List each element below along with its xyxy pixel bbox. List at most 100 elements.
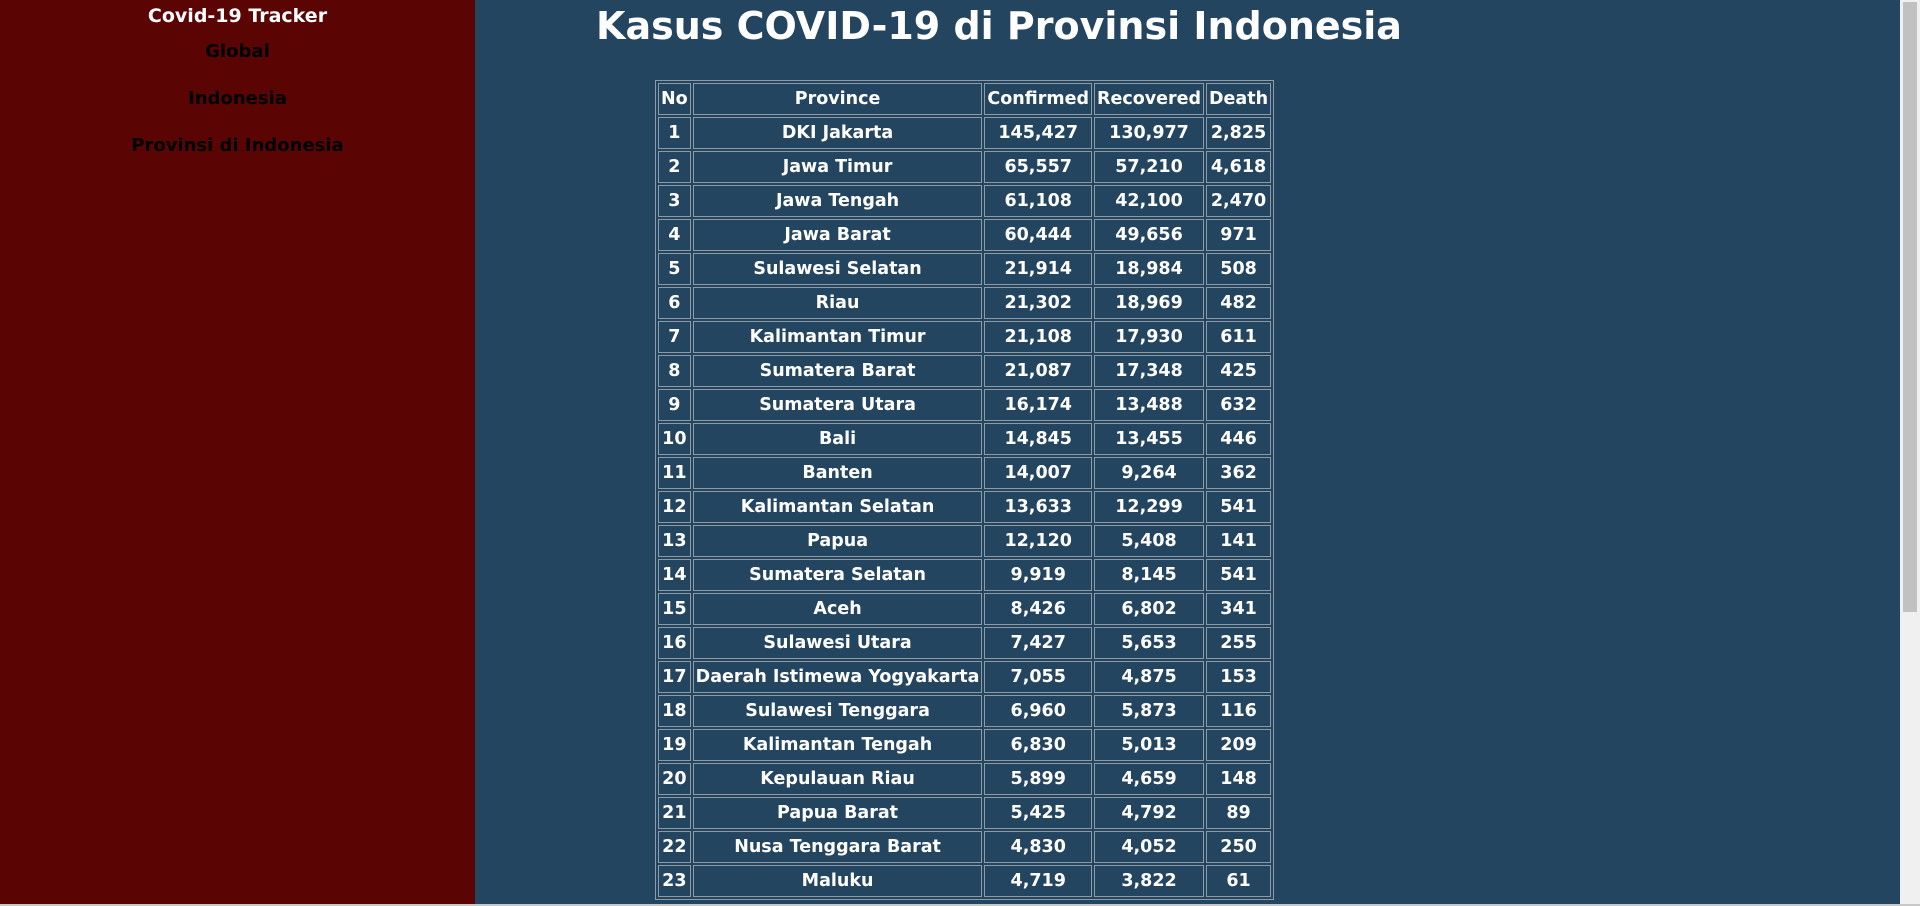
cell-no: 19 bbox=[658, 729, 691, 761]
cell-province: Jawa Timur bbox=[692, 151, 983, 183]
cell-recovered: 18,969 bbox=[1093, 287, 1205, 319]
cell-province: Sulawesi Selatan bbox=[692, 253, 983, 285]
cell-no: 7 bbox=[658, 321, 691, 353]
table-row: 7 Kalimantan Timur 21,108 17,930 611 bbox=[658, 321, 1272, 353]
cell-death: 508 bbox=[1206, 253, 1272, 285]
header-recovered: Recovered bbox=[1093, 83, 1205, 115]
cell-province: Jawa Barat bbox=[692, 219, 983, 251]
cell-recovered: 13,455 bbox=[1093, 423, 1205, 455]
header-death: Death bbox=[1206, 83, 1272, 115]
cell-recovered: 42,100 bbox=[1093, 185, 1205, 217]
cell-province: Sumatera Barat bbox=[692, 355, 983, 387]
cell-no: 15 bbox=[658, 593, 691, 625]
cell-no: 13 bbox=[658, 525, 691, 557]
cell-province: Kalimantan Tengah bbox=[692, 729, 983, 761]
cell-province: Kalimantan Selatan bbox=[692, 491, 983, 523]
table-row: 16 Sulawesi Utara 7,427 5,653 255 bbox=[658, 627, 1272, 659]
cell-recovered: 18,984 bbox=[1093, 253, 1205, 285]
table-row: 6 Riau 21,302 18,969 482 bbox=[658, 287, 1272, 319]
cell-province: Kalimantan Timur bbox=[692, 321, 983, 353]
cell-no: 3 bbox=[658, 185, 691, 217]
cell-recovered: 17,348 bbox=[1093, 355, 1205, 387]
cell-confirmed: 60,444 bbox=[984, 219, 1092, 251]
table-body: 1 DKI Jakarta 145,427 130,977 2,825 2 Jawa Tim… bbox=[658, 117, 1272, 897]
cell-confirmed: 61,108 bbox=[984, 185, 1092, 217]
cell-recovered: 5,653 bbox=[1093, 627, 1205, 659]
cell-no: 21 bbox=[658, 797, 691, 829]
cell-no: 23 bbox=[658, 865, 691, 897]
cell-recovered: 13,488 bbox=[1093, 389, 1205, 421]
table-row: 3 Jawa Tengah 61,108 42,100 2,470 bbox=[658, 185, 1272, 217]
cell-confirmed: 14,845 bbox=[984, 423, 1092, 455]
cell-no: 22 bbox=[658, 831, 691, 863]
cell-province: Daerah Istimewa Yogyakarta bbox=[692, 661, 983, 693]
cell-province: Nusa Tenggara Barat bbox=[692, 831, 983, 863]
table-row: 1 DKI Jakarta 145,427 130,977 2,825 bbox=[658, 117, 1272, 149]
cell-no: 4 bbox=[658, 219, 691, 251]
nav-link-global[interactable]: Global bbox=[205, 41, 270, 62]
cell-recovered: 57,210 bbox=[1093, 151, 1205, 183]
page-title: Kasus COVID-19 di Provinsi Indonesia bbox=[596, 4, 1402, 48]
table-row: 4 Jawa Barat 60,444 49,656 971 bbox=[658, 219, 1272, 251]
table-row: 10 Bali 14,845 13,455 446 bbox=[658, 423, 1272, 455]
cell-province: Banten bbox=[692, 457, 983, 489]
cell-no: 5 bbox=[658, 253, 691, 285]
cell-no: 14 bbox=[658, 559, 691, 591]
cell-confirmed: 9,919 bbox=[984, 559, 1092, 591]
cell-death: 209 bbox=[1206, 729, 1272, 761]
cell-no: 16 bbox=[658, 627, 691, 659]
table-row: 22 Nusa Tenggara Barat 4,830 4,052 250 bbox=[658, 831, 1272, 863]
cell-death: 153 bbox=[1206, 661, 1272, 693]
table-row: 8 Sumatera Barat 21,087 17,348 425 bbox=[658, 355, 1272, 387]
table-row: 5 Sulawesi Selatan 21,914 18,984 508 bbox=[658, 253, 1272, 285]
horizontal-scrollbar[interactable] bbox=[0, 904, 1920, 906]
table-row: 14 Sumatera Selatan 9,919 8,145 541 bbox=[658, 559, 1272, 591]
table-row: 18 Sulawesi Tenggara 6,960 5,873 116 bbox=[658, 695, 1272, 727]
cell-province: Aceh bbox=[692, 593, 983, 625]
table-row: 20 Kepulauan Riau 5,899 4,659 148 bbox=[658, 763, 1272, 795]
cell-death: 250 bbox=[1206, 831, 1272, 863]
header-no: No bbox=[658, 83, 691, 115]
cell-confirmed: 65,557 bbox=[984, 151, 1092, 183]
cell-confirmed: 6,960 bbox=[984, 695, 1092, 727]
table-row: 19 Kalimantan Tengah 6,830 5,013 209 bbox=[658, 729, 1272, 761]
cell-death: 141 bbox=[1206, 525, 1272, 557]
cell-death: 89 bbox=[1206, 797, 1272, 829]
cell-confirmed: 21,914 bbox=[984, 253, 1092, 285]
table-row: 12 Kalimantan Selatan 13,633 12,299 541 bbox=[658, 491, 1272, 523]
cell-confirmed: 5,899 bbox=[984, 763, 1092, 795]
nav-link-indonesia[interactable]: Indonesia bbox=[188, 88, 287, 109]
cell-province: Riau bbox=[692, 287, 983, 319]
cell-death: 2,470 bbox=[1206, 185, 1272, 217]
cell-province: DKI Jakarta bbox=[692, 117, 983, 149]
cell-province: Sulawesi Utara bbox=[692, 627, 983, 659]
cell-death: 425 bbox=[1206, 355, 1272, 387]
cell-confirmed: 7,055 bbox=[984, 661, 1092, 693]
cell-no: 9 bbox=[658, 389, 691, 421]
cell-death: 971 bbox=[1206, 219, 1272, 251]
cell-confirmed: 21,302 bbox=[984, 287, 1092, 319]
cell-death: 148 bbox=[1206, 763, 1272, 795]
cell-death: 541 bbox=[1206, 559, 1272, 591]
cell-recovered: 3,822 bbox=[1093, 865, 1205, 897]
cell-recovered: 17,930 bbox=[1093, 321, 1205, 353]
cell-recovered: 8,145 bbox=[1093, 559, 1205, 591]
table-header: No Province Confirmed Recovered Death bbox=[658, 83, 1272, 115]
vertical-scrollbar[interactable] bbox=[1900, 0, 1920, 904]
scrollbar-thumb[interactable] bbox=[1903, 2, 1917, 612]
cell-death: 541 bbox=[1206, 491, 1272, 523]
cell-no: 17 bbox=[658, 661, 691, 693]
nav-link-provinsi[interactable]: Provinsi di Indonesia bbox=[131, 135, 344, 156]
header-confirmed: Confirmed bbox=[984, 83, 1092, 115]
table-row: 15 Aceh 8,426 6,802 341 bbox=[658, 593, 1272, 625]
cell-confirmed: 145,427 bbox=[984, 117, 1092, 149]
cell-death: 61 bbox=[1206, 865, 1272, 897]
cell-confirmed: 7,427 bbox=[984, 627, 1092, 659]
header-row: No Province Confirmed Recovered Death bbox=[658, 83, 1272, 115]
cell-province: Jawa Tengah bbox=[692, 185, 983, 217]
cell-confirmed: 4,719 bbox=[984, 865, 1092, 897]
cell-province: Sulawesi Tenggara bbox=[692, 695, 983, 727]
cell-death: 446 bbox=[1206, 423, 1272, 455]
cell-confirmed: 13,633 bbox=[984, 491, 1092, 523]
cell-recovered: 49,656 bbox=[1093, 219, 1205, 251]
